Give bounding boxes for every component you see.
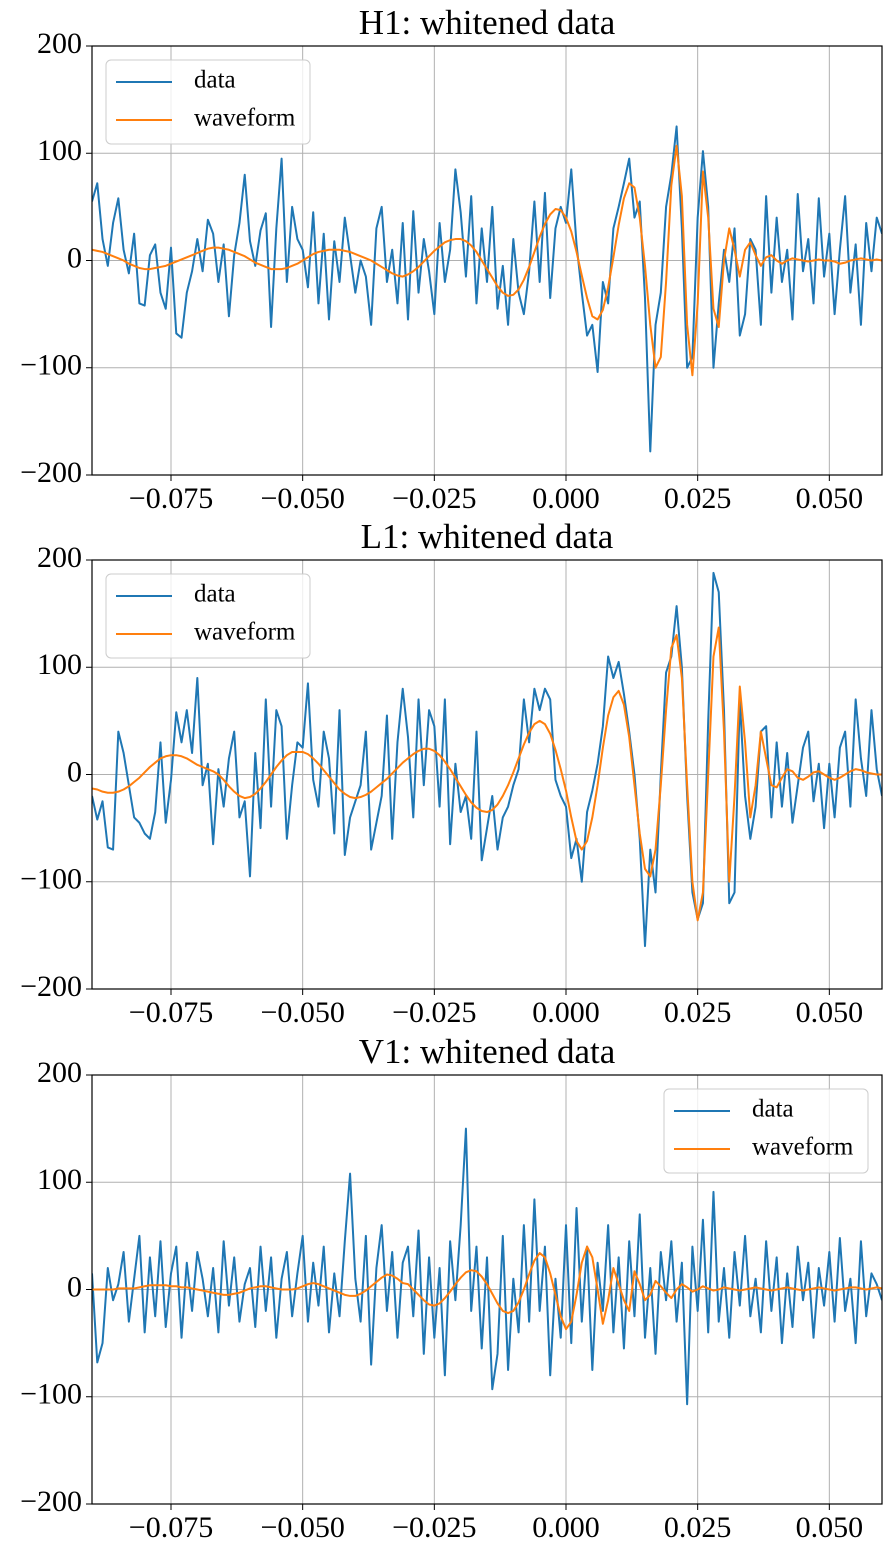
x-tick-label: −0.075 — [129, 482, 213, 515]
x-tick-label: 0.025 — [664, 996, 732, 1029]
y-tick-label: −100 — [20, 1378, 82, 1411]
y-tick-label: 0 — [67, 755, 82, 788]
x-tick-label: 0.050 — [796, 482, 864, 515]
legend-label: waveform — [752, 1134, 854, 1161]
legend-label: data — [194, 67, 236, 94]
legend-label: data — [752, 1096, 794, 1123]
y-tick-label: −200 — [20, 1485, 82, 1518]
chart-title: L1: whitened data — [361, 517, 614, 556]
y-tick-label: −100 — [20, 349, 82, 382]
x-tick-label: 0.050 — [796, 996, 864, 1029]
x-tick-label: −0.050 — [260, 482, 344, 515]
x-tick-label: 0.000 — [532, 1511, 600, 1544]
y-tick-label: −200 — [20, 970, 82, 1003]
y-tick-label: 0 — [67, 241, 82, 274]
legend-label: waveform — [194, 619, 296, 646]
x-tick-label: −0.025 — [392, 482, 476, 515]
y-tick-label: 200 — [37, 27, 82, 60]
panel: V1: whitened data −0.075 −0.050 −0.025 0.000… — [20, 1032, 883, 1544]
chart-title: H1: whitened data — [359, 3, 616, 42]
axes-frame — [91, 559, 883, 990]
series-line — [92, 144, 882, 377]
x-tick-label: 0.050 — [796, 1511, 864, 1544]
y-tick-label: 200 — [37, 541, 82, 574]
axes-frame — [91, 45, 883, 476]
y-tick-label: 200 — [37, 1056, 82, 1089]
y-tick-label: 100 — [37, 648, 82, 681]
legend-label: data — [194, 581, 236, 608]
y-tick-label: 100 — [37, 1163, 82, 1196]
x-tick-label: −0.050 — [260, 996, 344, 1029]
y-tick-label: −200 — [20, 456, 82, 489]
series-line — [92, 1127, 882, 1406]
series-line — [92, 125, 882, 453]
legend: data waveform — [105, 573, 311, 659]
legend-label: waveform — [194, 105, 296, 132]
y-tick-label: −100 — [20, 863, 82, 896]
panel: H1: whitened data −0.075 −0.050 −0.025 0.000… — [20, 3, 883, 515]
x-tick-label: 0.025 — [664, 482, 732, 515]
x-tick-label: −0.075 — [129, 996, 213, 1029]
axes-frame — [91, 1074, 883, 1505]
y-tick-label: 100 — [37, 134, 82, 167]
x-tick-label: −0.025 — [392, 1511, 476, 1544]
x-tick-label: −0.025 — [392, 996, 476, 1029]
x-tick-label: −0.075 — [129, 1511, 213, 1544]
legend: data waveform — [663, 1088, 869, 1174]
x-tick-label: −0.050 — [260, 1511, 344, 1544]
series-line — [92, 626, 882, 922]
panel: L1: whitened data −0.075 −0.050 −0.025 0.000… — [20, 517, 883, 1029]
x-tick-label: 0.025 — [664, 1511, 732, 1544]
chart-title: V1: whitened data — [359, 1032, 616, 1071]
y-tick-label: 0 — [67, 1270, 82, 1303]
series-line — [92, 1245, 882, 1331]
legend: data waveform — [105, 59, 311, 145]
x-tick-label: 0.000 — [532, 996, 600, 1029]
x-tick-label: 0.000 — [532, 482, 600, 515]
series-line — [92, 571, 882, 948]
